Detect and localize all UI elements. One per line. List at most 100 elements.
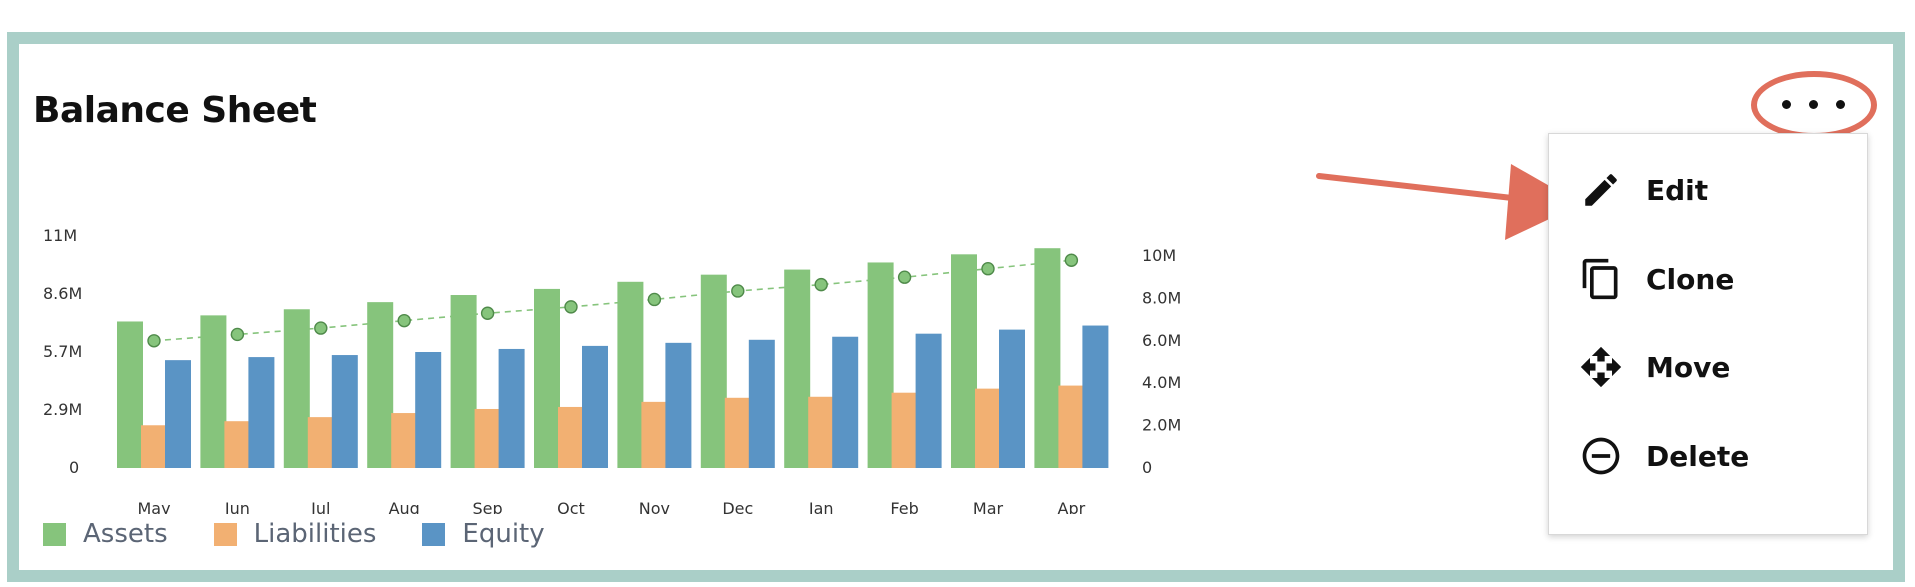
bar-liabilities[interactable] bbox=[474, 408, 501, 468]
bar-liabilities[interactable] bbox=[224, 421, 251, 468]
trend-line-point[interactable] bbox=[147, 334, 161, 348]
bar-equity[interactable] bbox=[415, 352, 442, 468]
legend-item-equity[interactable]: Equity bbox=[422, 519, 545, 549]
balance-sheet-card: Balance Sheet 0 2.9M 5.7M 8.6M 11M 0 2.0M 4.0M… bbox=[19, 44, 1893, 570]
more-dot-icon bbox=[1835, 99, 1845, 109]
bar-assets[interactable] bbox=[1034, 248, 1061, 468]
bar-equity[interactable] bbox=[832, 336, 859, 468]
right-axis-tick-label: 4.0M bbox=[1142, 373, 1181, 392]
pencil-icon bbox=[1579, 168, 1623, 212]
trend-line-point[interactable] bbox=[230, 327, 245, 342]
trend-line-point[interactable] bbox=[814, 277, 828, 292]
more-dot-icon bbox=[1781, 99, 1791, 109]
bar-equity[interactable] bbox=[498, 348, 525, 468]
menu-item-delete[interactable]: Delete bbox=[1579, 426, 1849, 486]
left-axis-tick-label: 5.7M bbox=[43, 342, 82, 361]
left-axis-tick-label: 8.6M bbox=[43, 284, 82, 303]
bar-liabilities[interactable] bbox=[808, 396, 835, 468]
x-axis-tick-label: Nov bbox=[639, 499, 670, 514]
annotation-arrow bbox=[1316, 164, 1581, 240]
trend-line-series bbox=[147, 253, 1079, 348]
menu-item-move[interactable]: Move bbox=[1579, 337, 1849, 397]
trend-line-point[interactable] bbox=[897, 270, 912, 284]
legend-label-equity: Equity bbox=[462, 519, 545, 549]
bar-series bbox=[117, 248, 1109, 468]
legend-swatch-equity bbox=[422, 522, 446, 546]
bar-equity[interactable] bbox=[999, 329, 1025, 468]
bar-equity[interactable] bbox=[331, 355, 358, 468]
right-axis: 0 2.0M 4.0M 6.0M 8.0M 10M bbox=[1142, 246, 1181, 477]
menu-item-edit[interactable]: Edit bbox=[1579, 160, 1849, 220]
left-axis: 0 2.9M 5.7M 8.6M 11M bbox=[43, 226, 82, 477]
bar-equity[interactable] bbox=[915, 333, 942, 468]
bar-liabilities[interactable] bbox=[724, 397, 751, 468]
bar-equity[interactable] bbox=[248, 357, 275, 468]
more-options-button[interactable] bbox=[1758, 78, 1868, 130]
legend-item-assets[interactable]: Assets bbox=[43, 519, 168, 549]
x-axis-tick-label: Jul bbox=[310, 499, 330, 514]
more-dot-icon bbox=[1808, 99, 1818, 109]
bar-assets[interactable] bbox=[951, 254, 977, 468]
x-axis-labels: May Jun Jul Aug Sep Oct Nov Dec Jan Feb Mar Apr bbox=[137, 499, 1085, 514]
right-axis-tick-label: 2.0M bbox=[1142, 416, 1181, 435]
bar-assets[interactable] bbox=[117, 321, 143, 468]
left-axis-tick-label: 2.9M bbox=[43, 400, 82, 419]
bar-assets[interactable] bbox=[367, 302, 394, 468]
context-menu: Edit Clone Move Delete bbox=[1548, 133, 1868, 535]
balance-sheet-frame: Balance Sheet 0 2.9M 5.7M 8.6M 11M 0 2.0M 4.0M… bbox=[7, 32, 1905, 582]
legend-swatch-assets bbox=[43, 522, 66, 546]
bar-liabilities[interactable] bbox=[307, 417, 334, 468]
x-axis-tick-label: May bbox=[137, 499, 170, 514]
bar-liabilities[interactable] bbox=[391, 413, 418, 468]
x-axis-tick-label: Sep bbox=[473, 499, 503, 514]
bar-equity[interactable] bbox=[1082, 325, 1109, 468]
right-axis-tick-label: 6.0M bbox=[1142, 331, 1181, 350]
bar-assets[interactable] bbox=[534, 288, 560, 468]
legend-item-liabilities[interactable]: Liabilities bbox=[213, 519, 376, 549]
x-axis-tick-label: Mar bbox=[973, 499, 1004, 514]
balance-sheet-chart: 0 2.9M 5.7M 8.6M 11M 0 2.0M 4.0M 6.0M 8.0M 10M Ma… bbox=[43, 226, 1181, 514]
trend-line-point[interactable] bbox=[480, 306, 495, 320]
bar-liabilities[interactable] bbox=[975, 388, 1001, 468]
bar-assets[interactable] bbox=[784, 269, 811, 468]
bar-liabilities[interactable] bbox=[141, 425, 167, 468]
trend-line-point[interactable] bbox=[731, 284, 745, 298]
bar-equity[interactable] bbox=[165, 360, 191, 468]
trend-line-point[interactable] bbox=[314, 321, 328, 335]
trend-line-point[interactable] bbox=[647, 292, 662, 307]
bar-liabilities[interactable] bbox=[641, 401, 668, 468]
legend-swatch-liabilities bbox=[213, 522, 237, 546]
menu-item-clone[interactable]: Clone bbox=[1579, 249, 1849, 309]
bar-liabilities[interactable] bbox=[891, 392, 918, 468]
bar-assets[interactable] bbox=[450, 295, 477, 468]
trend-line-point[interactable] bbox=[397, 313, 411, 328]
right-axis-tick-label: 8.0M bbox=[1142, 288, 1181, 307]
card-title: Balance Sheet bbox=[33, 90, 317, 131]
bar-assets[interactable] bbox=[283, 309, 310, 468]
right-axis-tick-label: 10M bbox=[1142, 246, 1176, 265]
bar-equity[interactable] bbox=[582, 345, 608, 468]
bar-assets[interactable] bbox=[200, 315, 227, 468]
left-axis-tick-label: 0 bbox=[69, 458, 79, 477]
menu-item-edit-label: Edit bbox=[1646, 173, 1709, 207]
menu-item-move-label: Move bbox=[1646, 350, 1731, 384]
bar-equity[interactable] bbox=[665, 342, 692, 468]
menu-item-delete-label: Delete bbox=[1646, 439, 1750, 473]
trend-line-point[interactable] bbox=[1064, 253, 1079, 267]
x-axis-tick-label: Jan bbox=[808, 499, 834, 514]
trend-line-point[interactable] bbox=[981, 262, 995, 276]
trend-line-point[interactable] bbox=[564, 300, 578, 314]
menu-item-clone-label: Clone bbox=[1646, 262, 1735, 296]
legend-label-assets: Assets bbox=[83, 519, 168, 549]
bar-assets[interactable] bbox=[867, 262, 894, 468]
copy-icon bbox=[1579, 257, 1623, 301]
bar-liabilities[interactable] bbox=[1058, 385, 1085, 468]
bar-liabilities[interactable] bbox=[558, 406, 584, 468]
bar-assets[interactable] bbox=[700, 274, 727, 468]
left-axis-tick-label: 11M bbox=[43, 226, 77, 245]
x-axis-tick-label: Aug bbox=[389, 499, 420, 514]
bar-assets[interactable] bbox=[617, 281, 644, 468]
bar-equity[interactable] bbox=[748, 339, 775, 468]
x-axis-tick-label: Oct bbox=[557, 499, 585, 514]
x-axis-tick-label: Dec bbox=[722, 499, 753, 514]
